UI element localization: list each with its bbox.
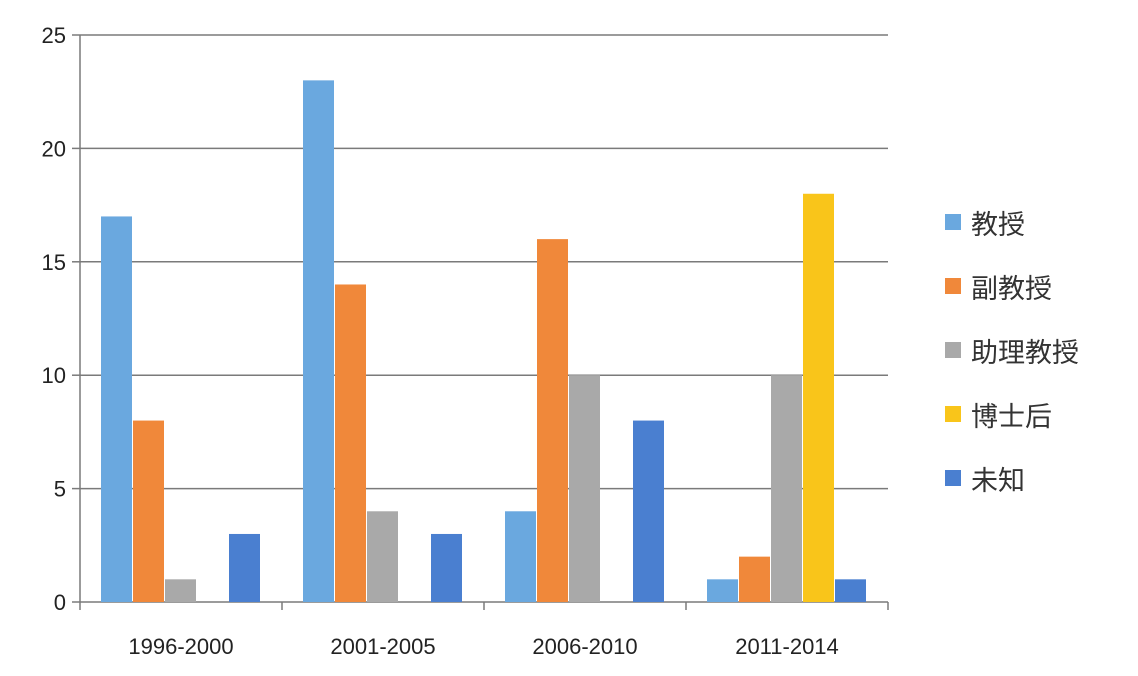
legend-item: 博士后 (945, 382, 1079, 446)
legend-swatch (945, 342, 961, 358)
bar (303, 80, 334, 603)
bar (771, 375, 802, 602)
bar (803, 193, 834, 602)
y-tick-label: 10 (42, 363, 66, 388)
y-tick-label: 20 (42, 136, 66, 161)
bar (101, 216, 132, 602)
x-tick-label: 2001-2005 (330, 634, 435, 659)
bar (633, 420, 664, 602)
legend-item: 助理教授 (945, 318, 1079, 382)
legend-label: 教授 (971, 209, 1025, 241)
y-tick-label: 25 (42, 23, 66, 48)
y-tick-label: 15 (42, 250, 66, 275)
bar (133, 420, 164, 602)
bar (229, 533, 260, 602)
legend-item: 副教授 (945, 254, 1079, 318)
bar (431, 533, 462, 602)
legend-label: 未知 (971, 465, 1025, 497)
y-tick-label: 0 (54, 590, 66, 615)
y-tick-label: 5 (54, 477, 66, 502)
x-tick-label: 1996-2000 (128, 634, 233, 659)
legend: 教授副教授助理教授博士后未知 (945, 190, 1079, 510)
bar (165, 579, 196, 602)
bar (835, 579, 866, 602)
bar (335, 284, 366, 602)
bar (537, 239, 568, 602)
legend-swatch (945, 214, 961, 230)
bar (367, 511, 398, 602)
legend-swatch (945, 278, 961, 294)
legend-item: 未知 (945, 446, 1079, 510)
legend-label: 博士后 (971, 401, 1052, 433)
legend-label: 副教授 (971, 273, 1052, 305)
bar (739, 556, 770, 602)
legend-swatch (945, 406, 961, 422)
x-tick-label: 2011-2014 (735, 634, 839, 659)
x-tick-label: 2006-2010 (532, 634, 637, 659)
bar (569, 375, 600, 602)
legend-item: 教授 (945, 190, 1079, 254)
legend-label: 助理教授 (971, 337, 1079, 369)
bar (707, 579, 738, 602)
bar (505, 511, 536, 602)
legend-swatch (945, 470, 961, 486)
